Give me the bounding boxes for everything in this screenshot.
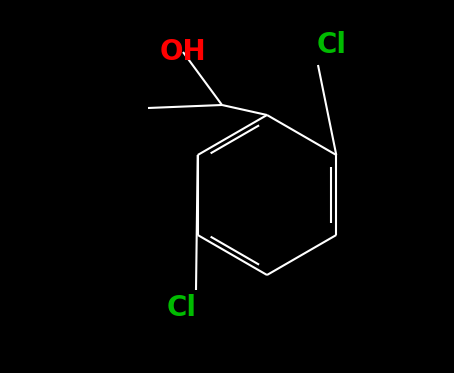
Text: Cl: Cl [317, 31, 347, 59]
Text: OH: OH [160, 38, 206, 66]
Text: Cl: Cl [167, 294, 197, 322]
